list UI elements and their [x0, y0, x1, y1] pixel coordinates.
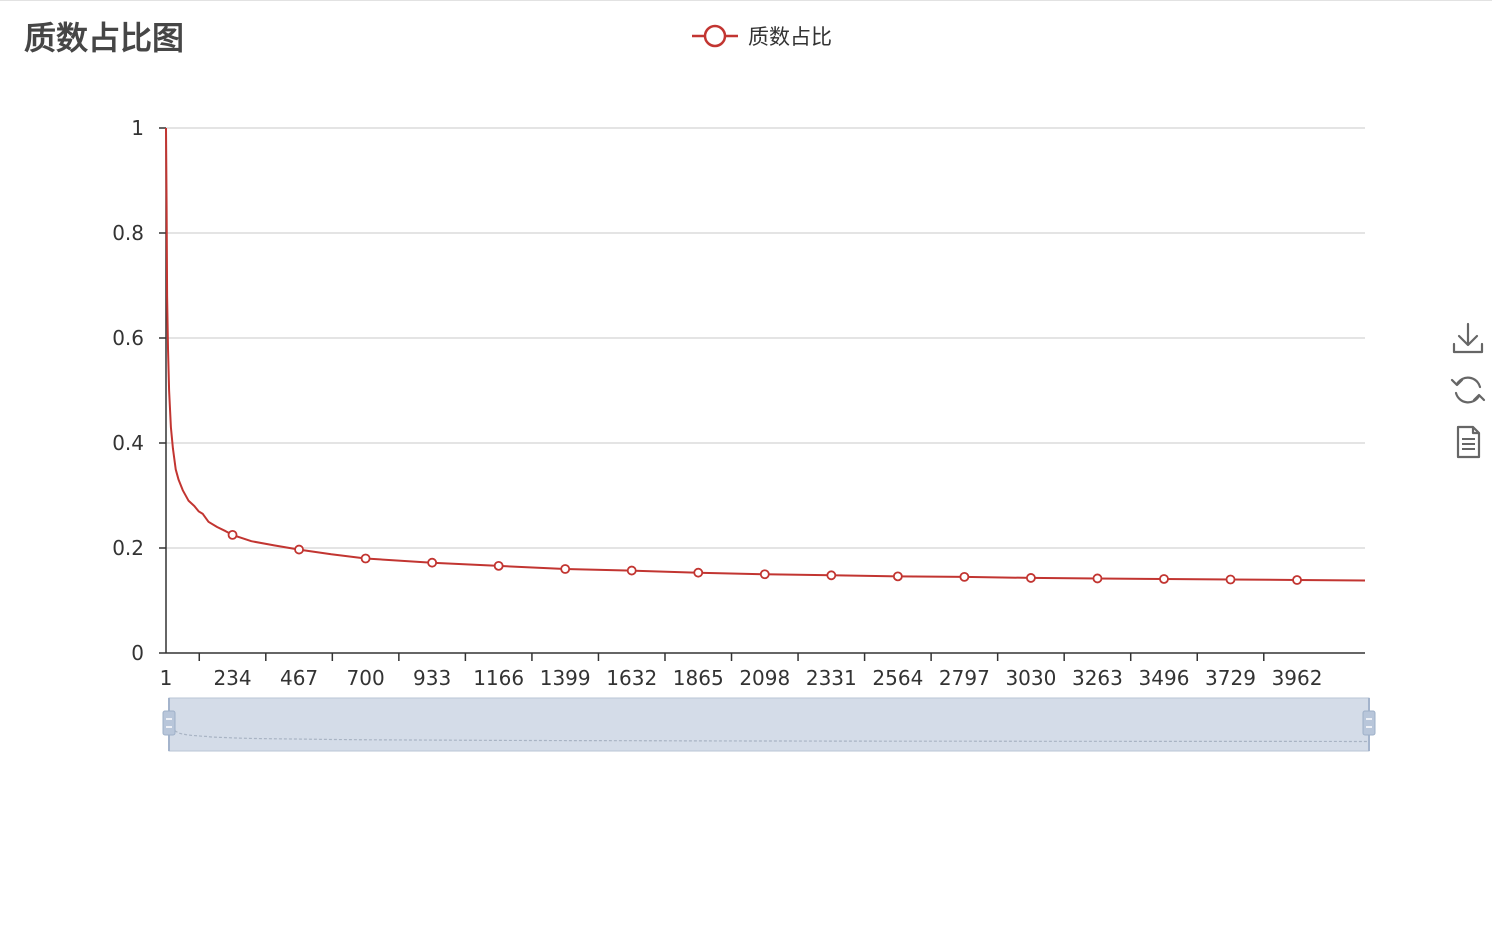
- y-tick-label: 0.8: [112, 221, 144, 245]
- data-point-marker: [493, 560, 504, 571]
- data-view-icon[interactable]: [1450, 424, 1486, 460]
- x-tick-label: 2564: [872, 666, 923, 690]
- legend-item[interactable]: 质数占比: [690, 18, 832, 54]
- x-tick-label: 700: [347, 666, 385, 690]
- x-tick-label: 3030: [1005, 666, 1056, 690]
- zoom-handle-right[interactable]: [1362, 710, 1376, 736]
- data-point-marker: [427, 557, 438, 568]
- data-point-marker: [294, 544, 304, 555]
- series-markers: [227, 529, 1302, 585]
- zoom-shadow-series: [168, 706, 1370, 743]
- data-point-marker: [959, 571, 970, 582]
- x-tick-label: 933: [413, 666, 451, 690]
- y-tick-label: 0: [131, 641, 144, 665]
- restore-icon[interactable]: [1450, 372, 1486, 408]
- data-point-marker: [1026, 573, 1036, 583]
- data-point-marker: [1159, 574, 1169, 584]
- x-tick-label: 3729: [1205, 666, 1256, 690]
- save-as-image-icon[interactable]: [1450, 320, 1486, 356]
- x-tick-label: 467: [280, 666, 318, 690]
- x-tick-label: 3496: [1139, 666, 1190, 690]
- data-point-marker: [826, 570, 837, 581]
- legend-label: 质数占比: [748, 25, 832, 49]
- data-point-marker: [560, 564, 571, 574]
- toolbox: [1450, 320, 1486, 476]
- series-line-path: [165, 127, 1366, 582]
- x-tick-label: 2331: [806, 666, 857, 690]
- grid-lines: [166, 127, 1365, 549]
- axes: 0 0.2 0.4 0.6 0.8 1 1 234 467 700 933 1166 1399 1632 1…: [112, 116, 1365, 690]
- data-point-marker: [1292, 575, 1302, 585]
- data-zoom-slider: [162, 697, 1376, 752]
- x-tick-label: 234: [213, 666, 251, 690]
- series-line: [165, 127, 1366, 582]
- y-tick-label: 0.4: [112, 431, 144, 455]
- data-point-marker: [759, 569, 770, 580]
- x-tick-label: 2797: [939, 666, 990, 690]
- top-border: [0, 0, 1492, 1]
- x-tick-label: 1166: [473, 666, 524, 690]
- x-tick-label: 1399: [540, 666, 591, 690]
- y-tick-label: 1: [131, 116, 144, 140]
- zoom-selected-range[interactable]: [168, 697, 1370, 752]
- data-point-marker: [227, 529, 238, 540]
- x-tick-label: 1865: [673, 666, 724, 690]
- x-tick-label: 1632: [606, 666, 657, 690]
- y-tick-label: 0.2: [112, 536, 144, 560]
- data-point-marker: [892, 571, 903, 582]
- data-point-marker: [1092, 573, 1103, 584]
- data-point-marker: [1225, 574, 1236, 585]
- data-point-marker: [693, 567, 704, 578]
- chart-title: 质数占比图: [24, 19, 185, 57]
- legend-line-circle-icon: [692, 24, 738, 48]
- y-tick-label: 0.6: [112, 326, 144, 350]
- data-point-marker: [360, 553, 371, 564]
- x-tick-label: 2098: [739, 666, 790, 690]
- x-tick-label: 3263: [1072, 666, 1123, 690]
- data-point-marker: [626, 565, 637, 576]
- zoom-handle-left[interactable]: [162, 710, 176, 736]
- x-tick-label: 1: [160, 666, 173, 690]
- x-tick-label: 3962: [1272, 666, 1323, 690]
